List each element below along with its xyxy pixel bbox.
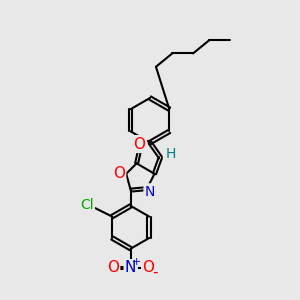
Text: O: O xyxy=(134,136,146,152)
Text: H: H xyxy=(166,148,176,161)
Text: O: O xyxy=(107,260,119,275)
Text: -: - xyxy=(152,265,158,280)
Text: +: + xyxy=(131,257,141,267)
Text: O: O xyxy=(142,260,154,275)
Text: N: N xyxy=(125,260,136,275)
Text: Cl: Cl xyxy=(80,198,94,212)
Text: O: O xyxy=(113,166,125,181)
Text: N: N xyxy=(145,184,155,199)
